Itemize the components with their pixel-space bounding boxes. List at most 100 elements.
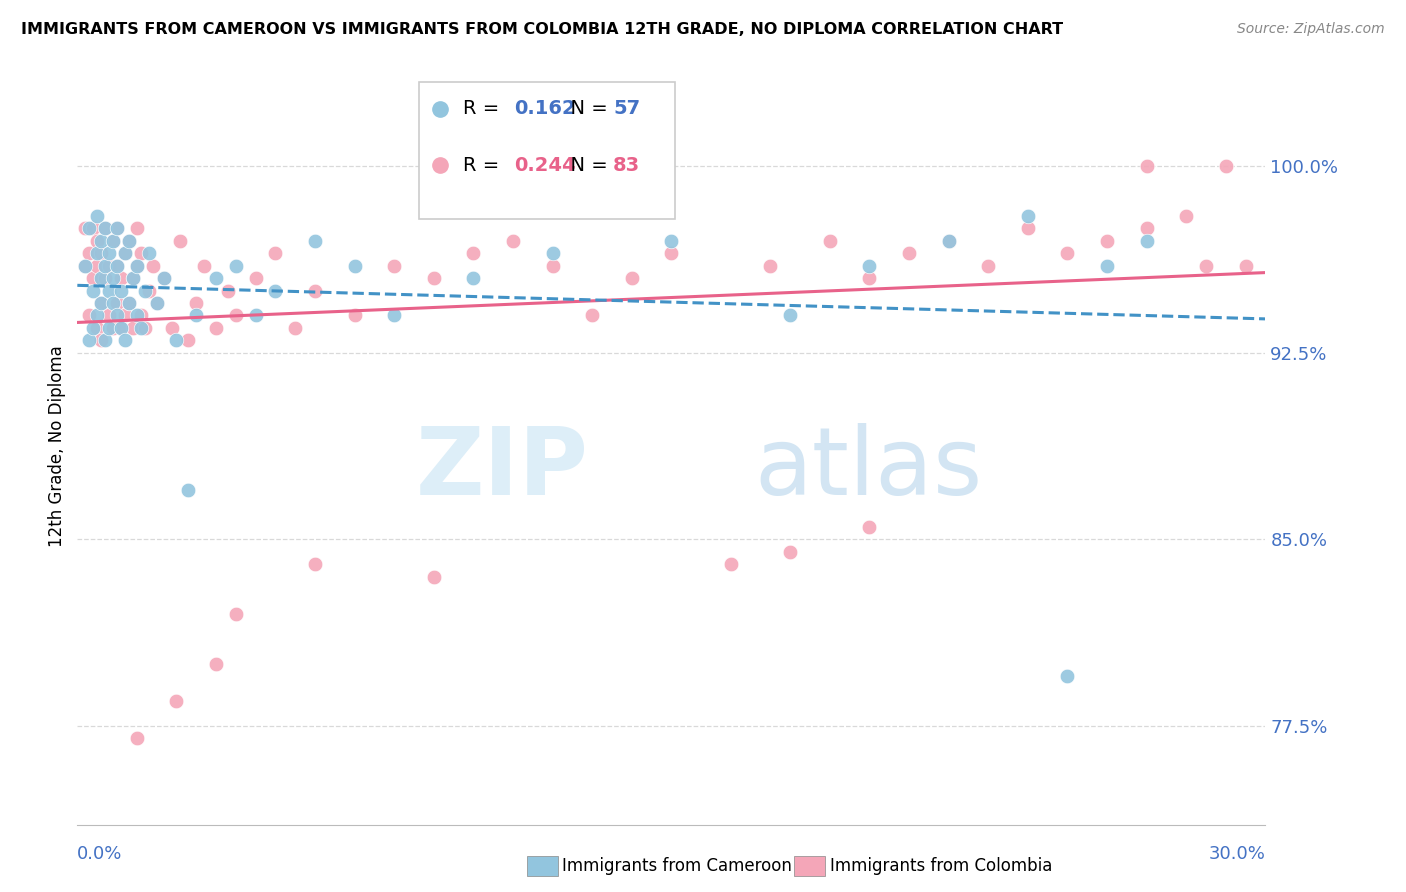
Point	[898, 246, 921, 260]
Point	[101, 234, 124, 248]
Point	[105, 259, 128, 273]
Point	[245, 309, 267, 323]
Point	[94, 271, 117, 285]
Text: R =: R =	[464, 99, 506, 118]
Point	[114, 246, 136, 260]
Point	[1215, 159, 1237, 173]
Point	[110, 321, 132, 335]
Point	[125, 259, 148, 273]
Point	[121, 321, 143, 335]
Text: 83: 83	[613, 156, 640, 175]
Point	[125, 221, 148, 235]
Point	[186, 296, 208, 310]
Point	[138, 284, 160, 298]
Point	[423, 271, 446, 285]
Point	[759, 259, 782, 273]
Point	[94, 259, 117, 273]
Point	[77, 309, 100, 323]
Point	[86, 209, 108, 223]
Point	[77, 246, 100, 260]
Point	[245, 271, 267, 285]
Point	[205, 321, 228, 335]
Point	[165, 694, 187, 708]
Point	[125, 259, 148, 273]
Point	[382, 309, 405, 323]
Point	[105, 309, 128, 323]
Point	[1017, 221, 1039, 235]
Point	[423, 569, 446, 583]
Point	[169, 234, 191, 248]
Point	[114, 309, 136, 323]
Point	[463, 271, 485, 285]
Point	[205, 657, 228, 671]
Point	[75, 259, 97, 273]
Point	[225, 259, 247, 273]
Text: 30.0%: 30.0%	[1209, 845, 1265, 863]
Text: Immigrants from Colombia: Immigrants from Colombia	[830, 857, 1052, 875]
Point	[779, 544, 801, 558]
Point	[217, 284, 239, 298]
Point	[541, 246, 564, 260]
Point	[118, 234, 141, 248]
Point	[620, 271, 643, 285]
Point	[90, 296, 112, 310]
Text: R =: R =	[464, 156, 506, 175]
Point	[129, 321, 152, 335]
Point	[101, 296, 124, 310]
Point	[134, 321, 156, 335]
Point	[114, 246, 136, 260]
Point	[463, 246, 485, 260]
Point	[858, 271, 880, 285]
Text: Source: ZipAtlas.com: Source: ZipAtlas.com	[1237, 22, 1385, 37]
Point	[114, 334, 136, 348]
Point	[86, 321, 108, 335]
Point	[90, 234, 112, 248]
Point	[98, 309, 121, 323]
FancyBboxPatch shape	[419, 82, 675, 219]
Point	[177, 334, 200, 348]
Point	[205, 271, 228, 285]
Point	[162, 321, 184, 335]
Point	[134, 284, 156, 298]
Point	[94, 221, 117, 235]
Point	[105, 296, 128, 310]
Point	[75, 221, 97, 235]
Point	[110, 284, 132, 298]
Point	[264, 284, 287, 298]
Point	[129, 246, 152, 260]
Point	[165, 334, 187, 348]
Point	[86, 234, 108, 248]
Point	[193, 259, 215, 273]
Text: Immigrants from Cameroon: Immigrants from Cameroon	[562, 857, 792, 875]
Point	[101, 234, 124, 248]
Point	[1136, 234, 1159, 248]
Point	[284, 321, 307, 335]
Point	[75, 259, 97, 273]
Point	[118, 296, 141, 310]
Point	[343, 309, 366, 323]
Point	[977, 259, 1000, 273]
Point	[77, 334, 100, 348]
Point	[142, 259, 165, 273]
Point	[98, 321, 121, 335]
Point	[186, 309, 208, 323]
Point	[1056, 246, 1078, 260]
Point	[138, 246, 160, 260]
Point	[177, 483, 200, 497]
Text: N =: N =	[558, 99, 614, 118]
Point	[264, 246, 287, 260]
Point	[98, 259, 121, 273]
Point	[502, 234, 524, 248]
Point	[858, 520, 880, 534]
Point	[343, 259, 366, 273]
Text: atlas: atlas	[755, 423, 983, 515]
Point	[382, 259, 405, 273]
Text: 0.244: 0.244	[515, 156, 576, 175]
Point	[225, 309, 247, 323]
Point	[94, 334, 117, 348]
Point	[720, 557, 742, 571]
Point	[1056, 669, 1078, 683]
Text: ZIP: ZIP	[415, 423, 588, 515]
Point	[779, 309, 801, 323]
Y-axis label: 12th Grade, No Diploma: 12th Grade, No Diploma	[48, 345, 66, 547]
